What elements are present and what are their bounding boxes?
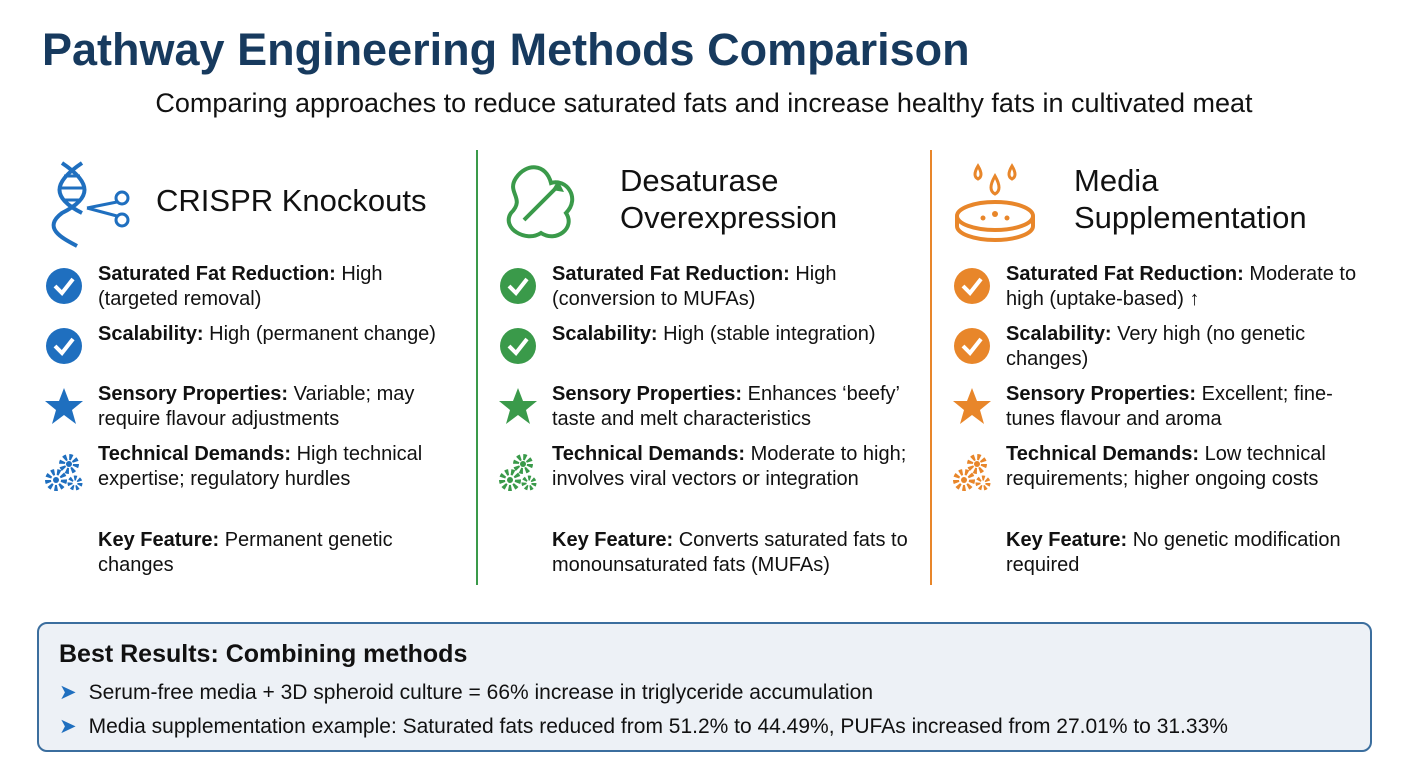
criterion-label: Sensory Properties: [1006,383,1197,405]
summary-box: Best Results: Combining methods ➤ Serum-f… [37,622,1372,752]
key-feature-label: Key Feature: [552,529,674,551]
key-feature-label: Key Feature: [1006,529,1128,551]
criterion-label: Scalability: [98,323,204,345]
key-feature-label: Key Feature: [98,529,220,551]
icon [499,388,537,424]
criterion-text: Excellent; fine-tunes flavour and aroma [1006,383,1333,430]
summary-bullet: ➤ Media supplementation example: Saturate… [59,715,1228,738]
icon [45,388,83,424]
criterion-label: Scalability: [552,323,658,345]
criterion: Technical Demands: High technical expert… [98,442,458,492]
criterion-text: Enhances ‘beefy’ taste and melt characte… [552,383,900,430]
criterion-text: Moderate to high; involves viral vectors… [552,443,907,490]
icon [45,454,83,491]
criterion-text: Very high (no genetic changes) [1006,323,1306,370]
criterion: Saturated Fat Reduction: High (targeted … [98,262,458,312]
method-column: Desaturase Overexpression Saturated Fat R… [496,150,916,590]
key-feature: Key Feature: Converts saturated fats to … [552,528,912,578]
method-title: Desaturase Overexpression [620,163,838,235]
icon [954,328,990,364]
criterion: Sensory Properties: Excellent; fine-tune… [1006,382,1366,432]
key-feature: Key Feature: Permanent genetic changes [98,528,458,578]
criterion-text: High (conversion to MUFAs) [552,263,837,310]
page-title: Pathway Engineering Methods Comparison [42,24,970,75]
method-title: Media Supplementation [1074,163,1307,235]
criterion: Sensory Properties: Enhances ‘beefy’ tas… [552,382,912,432]
criterion: Scalability: Very high (no genetic chang… [1006,322,1366,372]
criterion-text: Variable; may require flavour adjustment… [98,383,415,430]
icon [51,161,130,248]
icon [953,454,991,491]
criterion: Technical Demands: Moderate to high; inv… [552,442,912,492]
criterion: Sensory Properties: Variable; may requir… [98,382,458,432]
icon [955,163,1035,242]
key-feature-text: Permanent genetic changes [98,529,393,576]
summary-title: Best Results: Combining methods [59,640,468,668]
method-column: Media Supplementation Saturated Fat Reduc… [950,150,1370,590]
criterion-text: High (permanent change) [209,323,436,345]
icon [500,268,536,304]
icon [506,165,575,239]
criterion-text: High technical expertise; regulatory hur… [98,443,423,490]
criterion-text: High (stable integration) [663,323,876,345]
criterion-label: Sensory Properties: [98,383,289,405]
bullet-text: Media supplementation example: Saturated… [88,715,1228,738]
method-column: CRISPR Knockouts Saturated Fat Reduction:… [42,150,462,590]
criterion-label: Technical Demands: [1006,443,1200,465]
icon [499,454,537,491]
subtitle: Comparing approaches to reduce saturated… [155,88,1253,118]
bullet-text: Serum-free media + 3D spheroid culture =… [88,681,873,704]
criterion: Scalability: High (stable integration) [552,322,912,347]
key-feature-text: Converts saturated fats to monounsaturat… [552,529,908,576]
icon [954,268,990,304]
method-title: CRISPR Knockouts [156,183,427,218]
criterion-text: High (targeted removal) [98,263,383,310]
divider [476,150,478,585]
criterion: Saturated Fat Reduction: High (conversio… [552,262,912,312]
criterion-text: Low technical requirements; higher ongoi… [1006,443,1326,490]
icon [953,388,991,424]
criterion-label: Saturated Fat Reduction: [552,263,790,285]
divider [930,150,932,585]
criterion-label: Technical Demands: [98,443,292,465]
criterion: Technical Demands: Low technical require… [1006,442,1366,492]
criterion: Scalability: High (permanent change) [98,322,458,347]
criterion-label: Scalability: [1006,323,1112,345]
criterion: Saturated Fat Reduction: Moderate to hig… [1006,262,1366,312]
criterion-label: Saturated Fat Reduction: [98,263,336,285]
icon [46,328,82,364]
criterion-label: Saturated Fat Reduction: [1006,263,1244,285]
criterion-text: Moderate to high (uptake-based) ↑ [1006,263,1357,310]
icon [46,268,82,304]
icon [500,328,536,364]
key-feature-text: No genetic modification required [1006,529,1341,576]
criterion-label: Sensory Properties: [552,383,743,405]
criterion-label: Technical Demands: [552,443,746,465]
summary-bullet: ➤ Serum-free media + 3D spheroid culture … [59,681,873,704]
key-feature: Key Feature: No genetic modification req… [1006,528,1366,578]
